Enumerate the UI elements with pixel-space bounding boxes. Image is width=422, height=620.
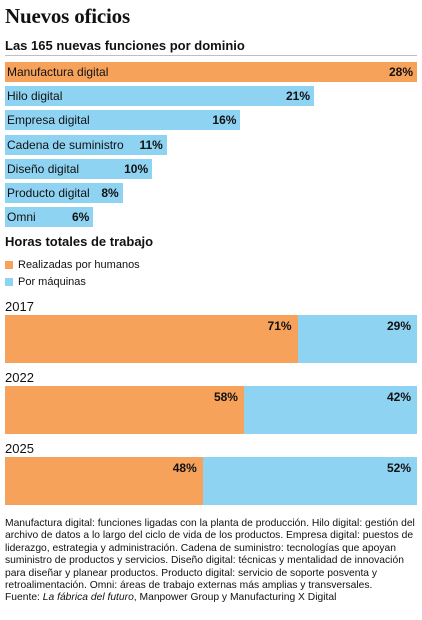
value-label: 28% <box>388 65 413 79</box>
legend-item-machines: Por máquinas <box>5 276 86 288</box>
footnote-text: Manufactura digital: funciones ligadas c… <box>5 518 415 592</box>
bar-2 <box>5 110 241 131</box>
segment-value-label: 52% <box>387 461 412 475</box>
segment-value-label: 42% <box>387 390 412 404</box>
segment-machines <box>243 386 417 434</box>
stacked-bar-2022: 58% 42% <box>5 386 417 434</box>
value-label: 10% <box>124 161 149 176</box>
stacked-bar-2017: 71% 29% <box>5 315 417 363</box>
source-title: La fábrica del futuro <box>42 592 134 604</box>
year-label: 2017 <box>5 299 34 314</box>
bar-6 <box>5 207 94 228</box>
source-suffix: , Manpower Group y Manufacturing X Digit… <box>133 592 337 604</box>
year-label: 2022 <box>5 370 34 385</box>
source-prefix: Fuente: <box>5 592 43 604</box>
category-label: Cadena de suministro <box>7 137 124 152</box>
category-label: Producto digital <box>7 186 90 200</box>
segment-machines <box>202 457 417 505</box>
value-label: 21% <box>285 89 310 104</box>
category-label: Manufactura digital <box>7 65 109 79</box>
segment-value-label: 71% <box>267 319 292 333</box>
category-label: Hilo digital <box>7 89 63 104</box>
segment-value-label: 58% <box>213 390 238 404</box>
value-label: 8% <box>101 186 119 200</box>
bar-5 <box>5 183 123 203</box>
chart-subtitle: Las 165 nuevas funciones por dominio <box>5 38 245 53</box>
bar-0 <box>5 62 417 82</box>
section-title-hours: Horas totales de trabajo <box>5 234 154 249</box>
category-label: Diseño digital <box>7 161 80 176</box>
page-title: Nuevos oficios <box>5 4 130 28</box>
legend-item-humans: Realizadas por humanos <box>5 259 140 271</box>
category-label: Omni <box>7 210 36 225</box>
stacked-bar-2025: 48% 52% <box>5 457 417 505</box>
divider <box>5 55 417 56</box>
bar-1 <box>5 86 314 107</box>
segment-humans <box>5 315 298 363</box>
value-label: 16% <box>212 113 237 128</box>
legend-label-humans: Realizadas por humanos <box>18 259 140 271</box>
bar-4 <box>5 158 153 179</box>
segment-humans <box>5 386 244 434</box>
value-label: 6% <box>71 210 90 225</box>
legend-swatch-machines <box>5 278 13 287</box>
year-label: 2025 <box>5 441 34 456</box>
category-label: Empresa digital <box>7 113 90 128</box>
segment-value-label: 48% <box>172 461 197 475</box>
bar-3 <box>5 134 167 155</box>
segment-value-label: 29% <box>387 319 412 333</box>
legend-swatch-humans <box>5 261 13 270</box>
segment-machines <box>297 315 417 363</box>
value-label: 11% <box>139 137 163 152</box>
segment-humans <box>5 457 203 505</box>
legend-label-machines: Por máquinas <box>18 276 86 288</box>
footnote: Manufactura digital: funciones ligadas c… <box>5 518 417 605</box>
